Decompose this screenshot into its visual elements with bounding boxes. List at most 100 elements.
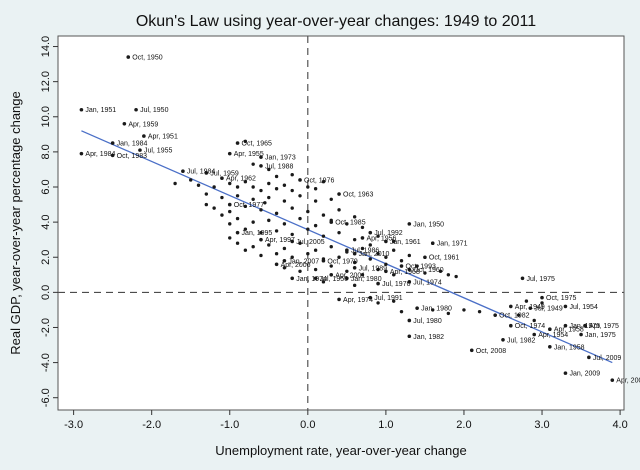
data-point [220,213,224,217]
data-point [267,243,271,247]
point-label: Oct, 1974 [515,323,545,330]
data-point [391,299,396,303]
data-point [259,253,263,258]
x-tick-label: 3.0 [534,419,549,431]
labeled-data-point [376,281,380,286]
point-label: Apr, 1955 [234,151,264,158]
labeled-data-point [122,121,127,126]
point-label: Oct, 1975 [546,295,576,302]
point-label: Jan, 1984 [117,141,148,148]
point-label: Jan, 2010 [359,251,390,258]
point-label: Jul, 1988 [265,163,294,170]
point-label: Jul, 1954 [569,304,598,311]
data-point [352,260,357,265]
data-point [532,318,536,323]
data-point [220,195,224,200]
labeled-data-point [313,276,318,281]
point-label: Jul, 1956 [320,276,349,283]
point-label: Apr, 1984 [85,151,115,158]
x-tick-label: -2.0 [142,419,161,431]
labeled-data-point [142,134,146,138]
data-point [415,264,419,268]
labeled-data-point [274,262,279,267]
labeled-data-point [79,151,84,156]
data-point [337,255,341,259]
labeled-data-point [563,371,568,375]
labeled-data-point [384,269,388,274]
data-point [321,180,326,184]
data-point [368,243,372,247]
labeled-data-point [329,220,334,224]
data-point [282,266,287,270]
point-label: Jan, 1980 [351,276,382,283]
data-point [235,185,240,189]
point-label: Apr, 1956 [366,235,396,242]
point-label: Jul, 1982 [507,337,536,344]
data-point [228,236,232,240]
labeled-data-point [220,176,224,181]
labeled-data-point [509,304,513,309]
labeled-data-point [407,280,412,284]
point-label: Oct, 1963 [343,192,373,199]
data-point [384,255,388,259]
labeled-data-point [509,323,513,328]
data-point [399,259,404,263]
labeled-data-point [126,55,131,59]
labeled-data-point [540,295,544,300]
plot-frame [57,35,625,411]
data-point [189,178,193,182]
point-label: Apr, 1958 [554,327,584,334]
labeled-data-point [79,107,84,112]
labeled-data-point [290,276,295,281]
data-point [306,209,310,214]
point-label: Oct, 1983 [117,153,147,160]
point-label: Oct, 1961 [429,255,459,262]
labeled-data-point [337,192,341,196]
point-label: Jan, 1975 [585,332,616,339]
labeled-data-point [423,255,427,260]
data-point [204,192,209,196]
point-label: Jul, 1955 [144,148,173,155]
data-point [360,225,365,230]
point-label: Jul, 1975 [527,276,556,283]
labeled-data-point [227,151,232,156]
y-axis-label: Real GDP, year-over-year percentage chan… [8,91,23,355]
labeled-data-point [532,332,537,337]
point-label: Apr, 1974 [343,297,373,304]
labeled-data-point [345,248,349,253]
data-point [298,241,302,245]
data-point [290,232,294,237]
data-point [251,185,255,189]
point-label: Apr, 1954 [538,332,568,339]
data-point [274,252,279,256]
data-point [313,187,318,191]
data-point [267,218,271,223]
labeled-data-point [563,304,568,309]
point-label: Oct, 1950 [132,55,162,62]
y-tick-label: 8.0 [40,144,52,159]
x-tick-label: 4.0 [612,419,627,431]
data-point [345,222,349,226]
data-point [352,283,357,288]
data-point [298,194,302,198]
y-tick-label: 4.0 [40,214,52,229]
data-point [282,183,287,187]
data-point [321,213,326,217]
labeled-data-point [352,265,357,270]
axes: -3.0 -2.0 -1.0 0.0 1.0 2.0 3.0 4.0 -6.0 -4.0 -2.0 0… [40,35,628,431]
labeled-data-point [548,327,552,332]
labeled-data-point [110,153,115,158]
point-label: Jul, 2005 [296,239,325,246]
point-label: Jul, 1949 [534,306,563,313]
data-point [259,208,263,212]
data-point [337,230,341,235]
data-points [79,55,615,382]
data-point [243,180,248,184]
data-point [243,139,248,144]
point-label: Jan, 1980 [421,306,452,313]
x-tick-label: 0.0 [300,419,315,431]
point-label: Apr, 2009 [616,378,640,385]
point-label: Jan, 1961 [390,239,421,246]
